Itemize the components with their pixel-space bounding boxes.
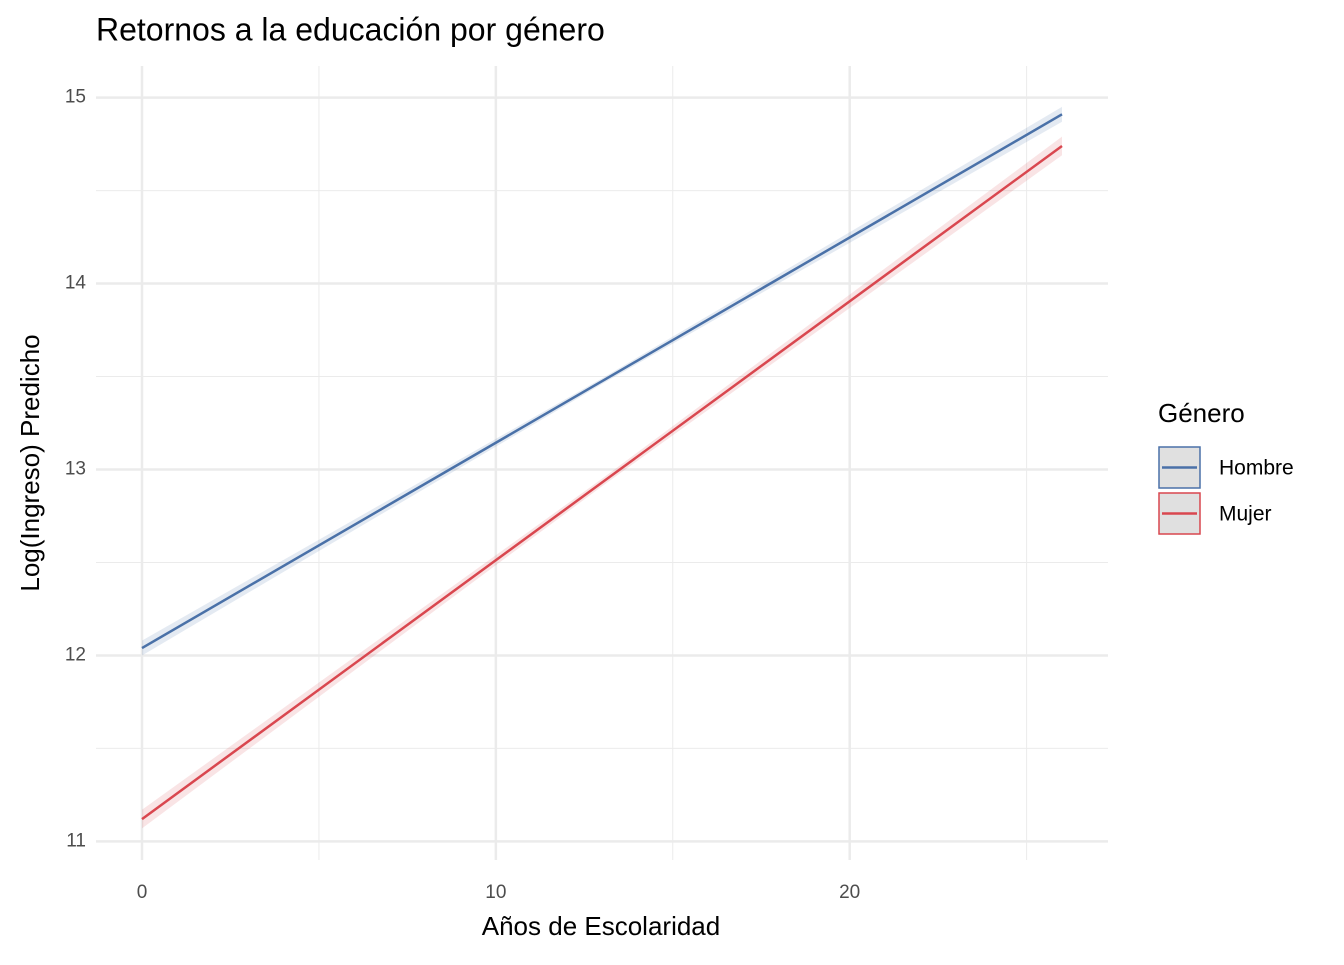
line	[141, 113, 1063, 650]
legend-label: Mujer	[1219, 503, 1272, 526]
legend-title: Género	[1158, 398, 1245, 428]
y-tick-label: 12	[65, 644, 86, 665]
x-tick-label: 10	[485, 882, 506, 903]
legend-label: Hombre	[1219, 457, 1294, 480]
chart-title: Retornos a la educación por género	[96, 11, 605, 47]
y-tick-label: 14	[65, 273, 87, 294]
line	[141, 144, 1063, 821]
y-tick-label: 15	[65, 87, 86, 108]
x-axis-label: Años de Escolaridad	[482, 911, 720, 941]
y-tick-label: 13	[65, 459, 86, 480]
x-tick-label: 20	[839, 882, 860, 903]
x-tick-label: 0	[137, 882, 148, 903]
y-tick-label: 11	[66, 830, 86, 851]
y-axis-label: Log(Ingreso) Predicho	[15, 334, 45, 591]
